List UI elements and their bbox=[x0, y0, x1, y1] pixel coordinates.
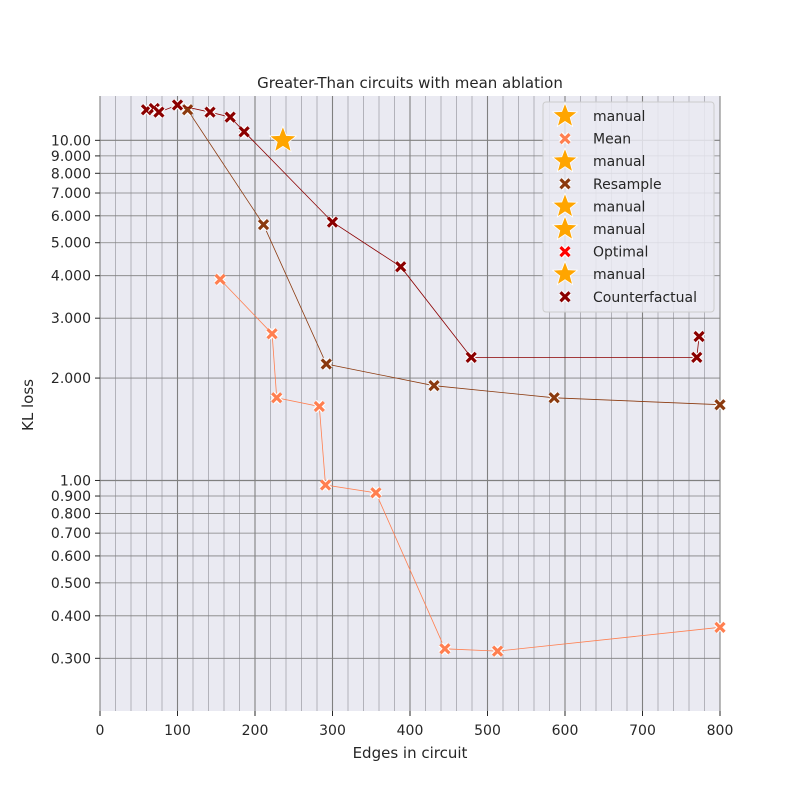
series-manual bbox=[268, 125, 298, 153]
data-point bbox=[213, 272, 227, 286]
y-tick-label: 1.00 bbox=[60, 473, 91, 489]
legend-x-icon bbox=[558, 245, 572, 259]
data-point bbox=[394, 260, 408, 274]
y-tick-label: 0.400 bbox=[51, 609, 91, 625]
legend-star-icon bbox=[551, 260, 579, 286]
legend-item: Resample bbox=[558, 177, 662, 193]
legend-item: Counterfactual bbox=[558, 290, 697, 306]
data-point bbox=[427, 379, 441, 393]
chart-title: Greater-Than circuits with mean ablation bbox=[257, 74, 563, 92]
y-tick-label: 0.600 bbox=[51, 549, 91, 565]
x-tick-label: 200 bbox=[242, 723, 269, 739]
x-tick-label: 600 bbox=[552, 723, 579, 739]
data-point bbox=[152, 105, 166, 119]
data-point bbox=[464, 350, 478, 364]
y-tick-label: 5.000 bbox=[51, 236, 91, 252]
data-point bbox=[265, 327, 279, 341]
legend-star-icon bbox=[551, 147, 579, 173]
y-tick-label: 6.000 bbox=[51, 209, 91, 225]
x-axis-title: Edges in circuit bbox=[353, 744, 468, 762]
x-tick-label: 800 bbox=[707, 723, 734, 739]
legend-item: manual bbox=[551, 214, 645, 241]
legend-item: manual bbox=[551, 192, 645, 218]
data-point bbox=[690, 350, 704, 364]
legend-label: manual bbox=[593, 199, 645, 215]
data-point bbox=[171, 98, 184, 112]
legend-star-icon bbox=[551, 101, 579, 128]
data-point bbox=[257, 218, 270, 232]
series-mean bbox=[213, 272, 727, 658]
series-counterfactual bbox=[140, 98, 706, 364]
legend-label: manual bbox=[593, 154, 645, 170]
y-axis-title: KL loss bbox=[19, 379, 37, 431]
y-tick-label: 0.700 bbox=[51, 526, 91, 542]
data-point bbox=[326, 215, 339, 229]
grid bbox=[99, 96, 721, 711]
data-point bbox=[270, 391, 284, 405]
y-tick-label: 9.000 bbox=[51, 149, 91, 165]
data-point bbox=[713, 620, 727, 634]
legend-item: Mean bbox=[558, 132, 631, 148]
data-point bbox=[319, 357, 333, 371]
x-tick-label: 100 bbox=[164, 723, 191, 739]
y-tick-label: 8.000 bbox=[51, 166, 91, 182]
data-point bbox=[692, 330, 706, 343]
legend-label: manual bbox=[593, 267, 645, 283]
x-tick-label: 400 bbox=[397, 723, 424, 739]
x-tick-label: 700 bbox=[629, 723, 656, 739]
data-point bbox=[369, 486, 383, 500]
data-point bbox=[713, 398, 727, 412]
data-point bbox=[547, 391, 561, 405]
x-tick-label: 0 bbox=[96, 723, 105, 739]
legend-label: Mean bbox=[593, 132, 631, 148]
data-point bbox=[203, 105, 217, 119]
data-point bbox=[312, 400, 326, 413]
y-tick-label: 0.300 bbox=[51, 651, 91, 667]
axes: 0 100 200 300 400 500 600 700 800 0.300 0.400 0.500… bbox=[51, 133, 733, 739]
legend-item: manual bbox=[551, 101, 645, 128]
legend-label: manual bbox=[593, 222, 645, 238]
x-tick-label: 300 bbox=[319, 723, 346, 739]
data-point bbox=[491, 644, 505, 658]
data-point bbox=[438, 642, 452, 656]
legend-x-icon bbox=[558, 177, 572, 191]
legend-label: Counterfactual bbox=[593, 290, 697, 306]
legend-item: manual bbox=[551, 260, 645, 286]
legend-x-icon bbox=[558, 290, 572, 304]
data-point bbox=[319, 478, 332, 492]
data-point bbox=[223, 110, 237, 124]
y-tick-label: 7.000 bbox=[51, 186, 91, 202]
y-tick-label: 10.00 bbox=[51, 133, 91, 149]
y-tick-label: 0.900 bbox=[51, 489, 91, 505]
legend-x-icon bbox=[558, 132, 572, 146]
legend-star-icon bbox=[551, 192, 579, 218]
legend-label: manual bbox=[593, 109, 645, 125]
legend-item: manual bbox=[551, 147, 645, 173]
legend-label: Optimal bbox=[593, 245, 648, 261]
y-tick-label: 4.000 bbox=[51, 269, 91, 285]
legend-label: Resample bbox=[593, 177, 662, 193]
data-point bbox=[237, 125, 251, 139]
series-resample bbox=[181, 103, 727, 412]
legend-box bbox=[542, 101, 715, 313]
y-tick-label: 3.000 bbox=[51, 311, 91, 327]
y-tick-label: 0.800 bbox=[51, 506, 91, 522]
legend: manual Mean manual Resample manual manual Opti… bbox=[542, 101, 715, 313]
series-line bbox=[187, 109, 721, 406]
legend-item: Optimal bbox=[558, 245, 648, 261]
series bbox=[140, 98, 727, 658]
data-point bbox=[268, 125, 298, 153]
y-tick-label: 0.500 bbox=[51, 576, 91, 592]
legend-star-icon bbox=[551, 214, 579, 241]
y-tick-label: 2.000 bbox=[51, 371, 91, 387]
x-tick-label: 500 bbox=[474, 723, 501, 739]
